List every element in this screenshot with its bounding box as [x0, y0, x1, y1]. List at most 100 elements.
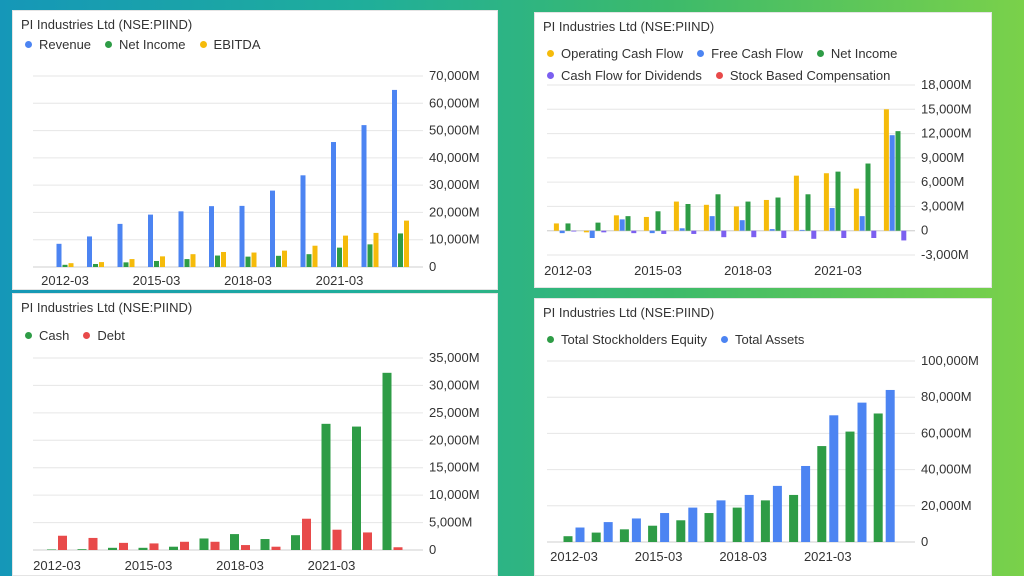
- bar-cash-flow-for-dividends-2022-03[interactable]: [871, 230, 877, 238]
- bar-cash-2020-03[interactable]: [291, 535, 300, 550]
- bar-operating-cash-flow-2014-03[interactable]: [613, 215, 619, 231]
- bar-free-cash-flow-2020-03[interactable]: [799, 229, 805, 231]
- bar-cash-flow-for-dividends-2013-03[interactable]: [601, 230, 607, 233]
- bar-cash-flow-for-dividends-2016-03[interactable]: [691, 230, 697, 234]
- bar-ebitda-2016-03[interactable]: [190, 254, 196, 267]
- bar-revenue-2023-03[interactable]: [392, 89, 397, 267]
- bar-total-stockholders-equity-2015-03[interactable]: [648, 525, 658, 542]
- bar-revenue-2021-03[interactable]: [331, 142, 336, 267]
- legend-item-cash-flow-for-dividends[interactable]: Cash Flow for Dividends: [547, 64, 702, 86]
- bar-total-stockholders-equity-2022-03[interactable]: [845, 431, 855, 542]
- bar-revenue-2022-03[interactable]: [361, 125, 367, 267]
- bar-total-stockholders-equity-2018-03[interactable]: [732, 507, 742, 542]
- bar-operating-cash-flow-2023-03[interactable]: [883, 109, 889, 231]
- bar-operating-cash-flow-2022-03[interactable]: [853, 188, 859, 231]
- bar-free-cash-flow-2022-03[interactable]: [859, 216, 865, 231]
- bar-ebitda-2014-03[interactable]: [129, 259, 135, 267]
- bar-total-assets-2017-03[interactable]: [716, 500, 726, 542]
- bar-cash-flow-for-dividends-2015-03[interactable]: [661, 230, 667, 234]
- bar-total-assets-2016-03[interactable]: [688, 507, 698, 542]
- bar-debt-2013-03[interactable]: [88, 537, 98, 550]
- bar-net-income-2016-03[interactable]: [184, 259, 190, 267]
- bar-total-stockholders-equity-2019-03[interactable]: [760, 500, 770, 542]
- bar-total-stockholders-equity-2023-03[interactable]: [873, 413, 883, 542]
- bar-net-income-2012-03[interactable]: [565, 223, 571, 231]
- bar-ebitda-2019-03[interactable]: [282, 250, 287, 267]
- bar-debt-2015-03[interactable]: [149, 543, 159, 550]
- bar-net-income-2015-03[interactable]: [154, 260, 159, 267]
- bar-cash-2021-03[interactable]: [321, 423, 331, 550]
- bar-total-assets-2018-03[interactable]: [744, 494, 754, 542]
- bar-debt-2022-03[interactable]: [363, 532, 372, 550]
- bar-revenue-2016-03[interactable]: [178, 211, 184, 267]
- bar-total-stockholders-equity-2020-03[interactable]: [789, 494, 799, 542]
- bar-total-assets-2023-03[interactable]: [885, 389, 895, 542]
- legend-item-revenue[interactable]: Revenue: [25, 33, 91, 55]
- bar-net-income-2019-03[interactable]: [276, 255, 281, 267]
- bar-total-assets-2020-03[interactable]: [801, 465, 811, 542]
- bar-cash-2022-03[interactable]: [352, 426, 361, 550]
- bar-free-cash-flow-2013-03[interactable]: [589, 230, 595, 238]
- bar-operating-cash-flow-2019-03[interactable]: [763, 199, 769, 231]
- bar-free-cash-flow-2019-03[interactable]: [769, 229, 775, 231]
- bar-cash-2012-03[interactable]: [47, 549, 56, 550]
- bar-net-income-2013-03[interactable]: [93, 263, 98, 267]
- bar-net-income-2021-03[interactable]: [337, 247, 342, 267]
- bar-ebitda-2021-03[interactable]: [343, 235, 348, 267]
- bar-cash-2018-03[interactable]: [230, 534, 239, 550]
- bar-cash-flow-for-dividends-2020-03[interactable]: [811, 230, 817, 239]
- legend-item-net-income[interactable]: Net Income: [816, 42, 897, 64]
- bar-operating-cash-flow-2016-03[interactable]: [673, 201, 679, 231]
- bar-total-assets-2019-03[interactable]: [772, 485, 782, 542]
- bar-free-cash-flow-2017-03[interactable]: [709, 216, 715, 231]
- legend-item-total-stockholders-equity[interactable]: Total Stockholders Equity: [547, 328, 707, 350]
- bar-ebitda-2023-03[interactable]: [404, 220, 409, 267]
- legend-item-debt[interactable]: Debt: [83, 324, 125, 346]
- bar-total-stockholders-equity-2017-03[interactable]: [704, 513, 714, 542]
- bar-revenue-2017-03[interactable]: [209, 206, 214, 267]
- bar-cash-flow-for-dividends-2019-03[interactable]: [781, 230, 787, 238]
- bar-cash-flow-for-dividends-2012-03[interactable]: [571, 230, 577, 232]
- bar-total-assets-2015-03[interactable]: [660, 513, 670, 542]
- legend-item-cash[interactable]: Cash: [25, 324, 69, 346]
- bar-ebitda-2012-03[interactable]: [68, 263, 74, 267]
- bar-free-cash-flow-2015-03[interactable]: [649, 230, 655, 234]
- legend-item-operating-cash-flow[interactable]: Operating Cash Flow: [547, 42, 683, 64]
- bar-debt-2021-03[interactable]: [332, 529, 342, 550]
- bar-revenue-2020-03[interactable]: [300, 175, 306, 267]
- bar-revenue-2019-03[interactable]: [270, 190, 275, 267]
- bar-net-income-2014-03[interactable]: [625, 216, 631, 231]
- bar-ebitda-2022-03[interactable]: [373, 232, 379, 267]
- legend-item-free-cash-flow[interactable]: Free Cash Flow: [697, 42, 803, 64]
- bar-operating-cash-flow-2018-03[interactable]: [733, 206, 739, 231]
- legend-item-ebitda[interactable]: EBITDA: [199, 33, 261, 55]
- bar-total-stockholders-equity-2021-03[interactable]: [817, 446, 827, 542]
- bar-debt-2012-03[interactable]: [58, 535, 67, 550]
- bar-revenue-2018-03[interactable]: [239, 205, 245, 267]
- bar-cash-2015-03[interactable]: [138, 547, 148, 550]
- bar-revenue-2014-03[interactable]: [117, 223, 123, 267]
- bar-cash-flow-for-dividends-2021-03[interactable]: [841, 230, 847, 238]
- bar-revenue-2012-03[interactable]: [56, 243, 62, 267]
- bar-total-assets-2013-03[interactable]: [603, 522, 613, 542]
- bar-ebitda-2013-03[interactable]: [99, 262, 104, 267]
- bar-total-assets-2021-03[interactable]: [829, 415, 839, 542]
- bar-net-income-2019-03[interactable]: [775, 197, 781, 231]
- bar-revenue-2015-03[interactable]: [148, 214, 153, 267]
- bar-total-stockholders-equity-2013-03[interactable]: [591, 532, 601, 542]
- bar-total-assets-2012-03[interactable]: [575, 527, 585, 542]
- bar-debt-2016-03[interactable]: [180, 541, 189, 550]
- bar-debt-2017-03[interactable]: [210, 541, 220, 550]
- bar-net-income-2022-03[interactable]: [865, 163, 871, 231]
- bar-operating-cash-flow-2015-03[interactable]: [643, 216, 649, 231]
- legend-item-net-income[interactable]: Net Income: [105, 33, 186, 55]
- bar-cash-flow-for-dividends-2017-03[interactable]: [721, 230, 727, 238]
- bar-net-income-2023-03[interactable]: [398, 233, 403, 267]
- bar-operating-cash-flow-2013-03[interactable]: [583, 230, 589, 233]
- bar-net-income-2012-03[interactable]: [62, 264, 68, 267]
- bar-revenue-2013-03[interactable]: [87, 236, 92, 267]
- bar-ebitda-2018-03[interactable]: [251, 252, 257, 267]
- bar-net-income-2013-03[interactable]: [595, 222, 601, 231]
- bar-net-income-2018-03[interactable]: [745, 201, 751, 231]
- legend-item-stock-based-compensation[interactable]: Stock Based Compensation: [715, 64, 890, 86]
